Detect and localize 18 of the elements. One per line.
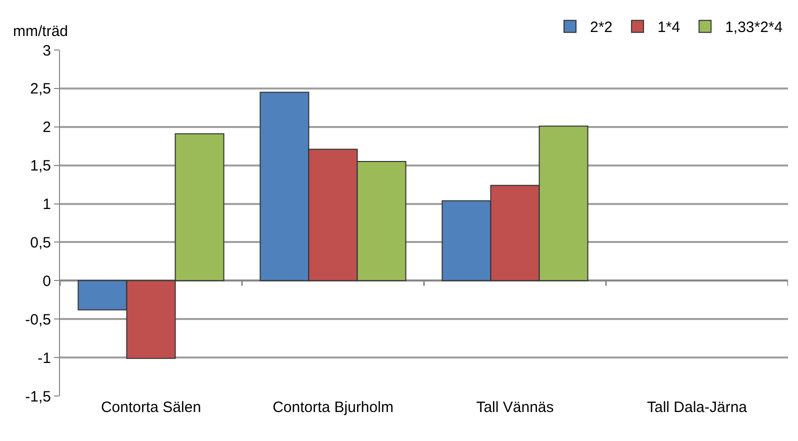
y-tick-label: 0,5 bbox=[30, 234, 51, 252]
y-tick-label: 1 bbox=[42, 196, 51, 214]
y-tick-label: -0,5 bbox=[25, 311, 51, 328]
legend-label: 1*4 bbox=[658, 19, 680, 36]
legend-label: 1,33*2*4 bbox=[725, 19, 783, 36]
y-tick-label: 2 bbox=[42, 119, 51, 136]
x-tick-label: Tall Dala-Järna bbox=[646, 399, 748, 416]
x-tick-label: Contorta Sälen bbox=[100, 399, 202, 416]
x-tick-label: Tall Vännäs bbox=[476, 399, 554, 416]
y-tick-label: 3 bbox=[42, 42, 51, 60]
y-tick-label: 0 bbox=[42, 272, 51, 290]
y-tick-label: 2,5 bbox=[30, 80, 51, 98]
y-tick-label: 1,5 bbox=[30, 158, 51, 175]
y-tick-label: -1 bbox=[38, 350, 51, 367]
x-tick-label: Contorta Bjurholm bbox=[272, 399, 394, 416]
y-tick-label: -1,5 bbox=[25, 388, 51, 406]
y-axis-title: mm/träd bbox=[13, 23, 68, 40]
legend-label: 2*2 bbox=[590, 19, 613, 36]
